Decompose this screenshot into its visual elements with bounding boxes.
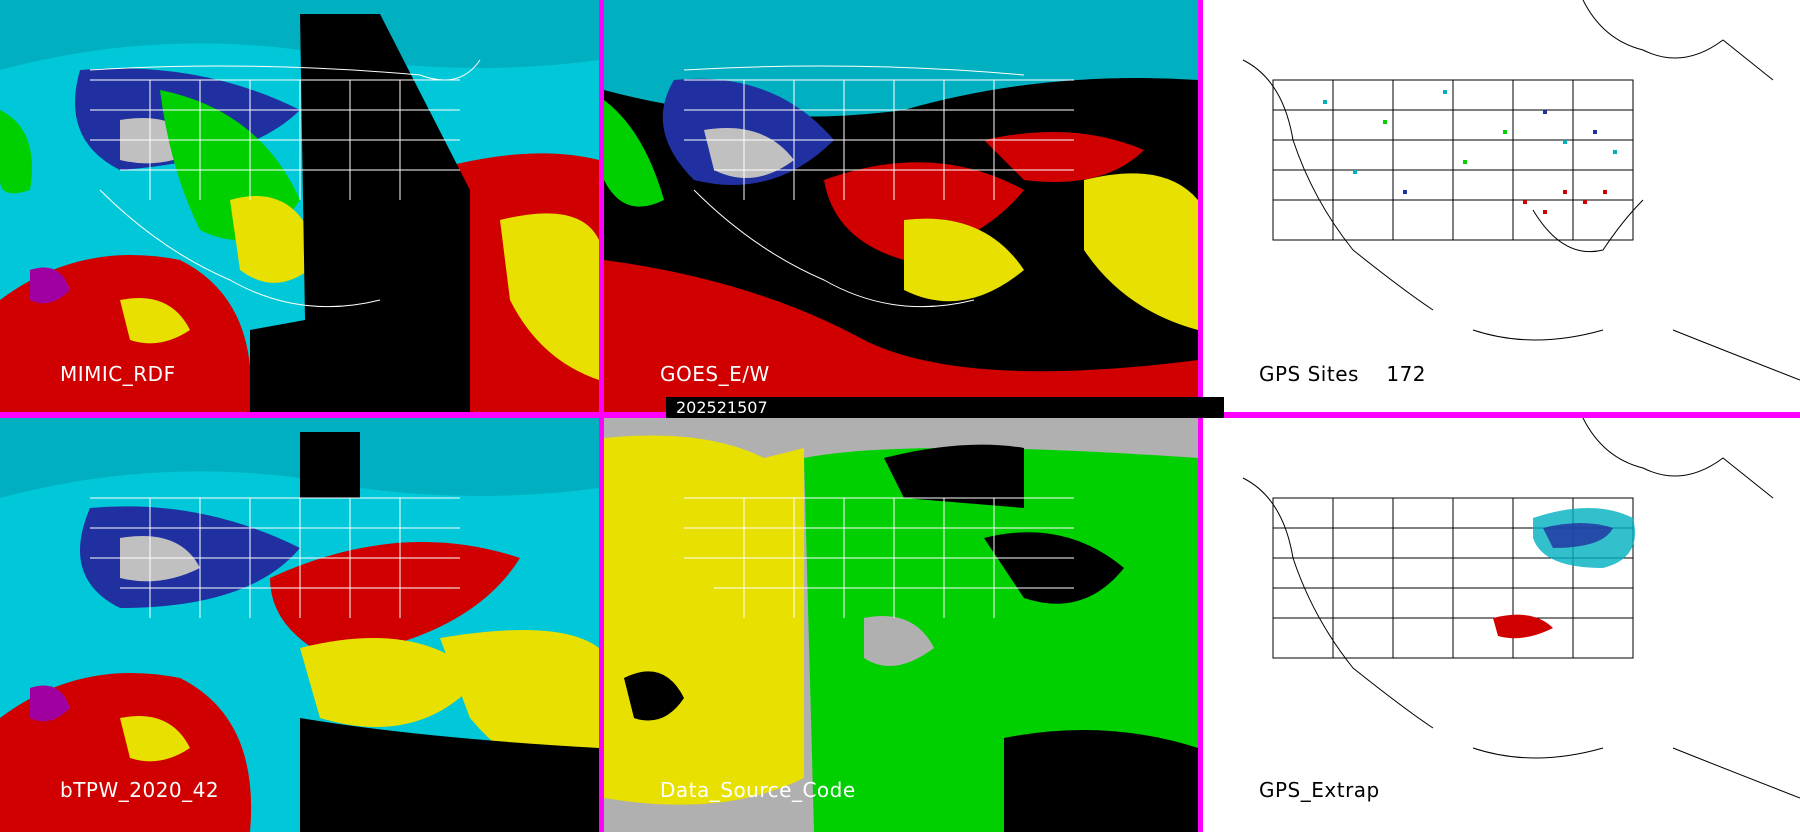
goes-map: [604, 0, 1198, 412]
gps-extrap-map: [1203, 418, 1800, 832]
panel-label: GOES_E/W: [660, 362, 770, 386]
panel-label: MIMIC_RDF: [60, 362, 176, 386]
panel-gps-sites: GPS Sites 172: [1203, 0, 1800, 412]
timestamp-label: 202521507: [666, 397, 1224, 418]
panel-label: bTPW_2020_42: [60, 778, 220, 802]
panel-label: Data_Source_Code: [660, 778, 856, 802]
btpw-map: [0, 418, 599, 832]
gps-site-markers: [1323, 90, 1617, 214]
gps-sites-map: [1203, 0, 1800, 412]
mimic-rdf-map: [0, 0, 599, 412]
panel-goes: GOES_E/W: [604, 0, 1198, 412]
data-source-map: [604, 418, 1198, 832]
panel-label: GPS_Extrap: [1259, 778, 1380, 802]
panel-label: GPS Sites 172: [1259, 362, 1427, 386]
panel-gps-extrap: GPS_Extrap: [1203, 418, 1800, 832]
panel-btpw: bTPW_2020_42: [0, 418, 599, 832]
panel-data-source-code: Data_Source_Code: [604, 418, 1198, 832]
panel-mimic-rdf: MIMIC_RDF: [0, 0, 599, 412]
